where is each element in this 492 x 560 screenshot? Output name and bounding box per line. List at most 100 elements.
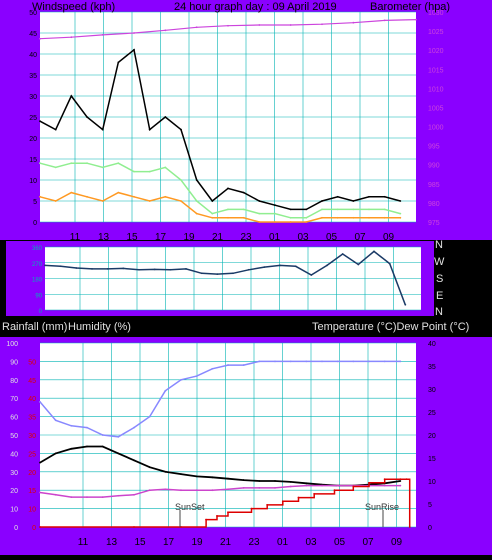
humidity-tick-label: 20 [10, 488, 18, 495]
wind-point-avg [211, 212, 214, 215]
direction-y-tick-label: 180 [32, 278, 43, 284]
temp-point-humidity [148, 415, 151, 418]
wind-point-avg [399, 212, 402, 215]
temperature-tick-label: 5 [428, 502, 432, 509]
temp-point-temperature [39, 461, 41, 464]
direction-point [357, 263, 360, 266]
direction-point [153, 268, 156, 271]
wind-series-avg [39, 162, 401, 219]
rain-tick-label: 40 [28, 396, 36, 403]
temp-point-dewpoint [211, 489, 214, 492]
wind-series-gust [39, 48, 401, 211]
temp-point-humidity [164, 389, 167, 392]
wind-point-gust [383, 195, 386, 198]
wind-y-tick-label: 40 [29, 52, 37, 59]
temp-point-humidity [258, 360, 261, 363]
wind-x-tick-label: 19 [183, 232, 195, 243]
wind-point-gust [86, 116, 88, 118]
temp-point-humidity [54, 419, 57, 422]
wind-point-avg [54, 166, 57, 169]
wind-point-low [274, 221, 276, 223]
humidity-tick-label: 80 [10, 378, 18, 385]
wind-point-avg [274, 212, 276, 215]
direction-series [44, 250, 407, 306]
temp-point-rain [39, 526, 41, 528]
wind-point-avg [258, 212, 261, 215]
wind-x-tick-label: 17 [155, 232, 167, 243]
temp-point-dewpoint [180, 489, 182, 492]
wind-point-gust [258, 200, 261, 202]
wind-point-low [352, 216, 355, 219]
wind-point-gust [39, 120, 41, 123]
rain-tick-label: 0 [32, 525, 36, 532]
temp-x-tick-label: 13 [106, 537, 118, 548]
temp-x-tick-label: 11 [78, 537, 89, 548]
temp-point-rain [133, 526, 135, 528]
temp-point-rain [368, 481, 370, 484]
wind-point-low [70, 191, 73, 194]
rain-tick-label: 20 [28, 470, 36, 477]
wind-point-gust [274, 204, 276, 207]
temp-x-tick-label: 07 [362, 537, 374, 548]
wind-point-avg [321, 208, 323, 211]
sunrise-label: SunRise [365, 502, 399, 512]
wind-point-pressure [352, 21, 355, 24]
temp-x-tick-label: 21 [220, 537, 232, 548]
wind-point-gust [211, 200, 214, 202]
wind-point-avg [117, 162, 120, 165]
temp-point-temperature [211, 476, 214, 479]
wind-point-low [117, 191, 120, 194]
temp-point-temperature [258, 480, 261, 482]
direction-point [91, 267, 93, 270]
wind-point-gust [352, 200, 355, 202]
wind-point-avg [133, 170, 135, 173]
wind-point-avg [101, 166, 104, 169]
wind-point-gust [289, 208, 292, 211]
direction-point [138, 268, 140, 271]
temp-point-humidity [242, 364, 245, 366]
wind-point-pressure [321, 23, 323, 26]
humidity-axis-label: Humidity (%) [68, 321, 131, 333]
wind-point-avg [86, 162, 88, 165]
wind-point-gust [368, 195, 370, 198]
barometer-tick-label: 1015 [428, 67, 444, 74]
temp-x-tick-label: 19 [191, 537, 203, 548]
temp-point-rain [405, 478, 408, 481]
rain-tick-label: 25 [28, 451, 36, 458]
barometer-tick-label: 980 [428, 201, 440, 208]
barometer-tick-label: 1005 [428, 105, 444, 112]
barometer-tick-label: 975 [428, 220, 440, 227]
temp-point-rain [205, 518, 207, 521]
temp-series-rain [40, 478, 411, 528]
temp-point-temperature [54, 452, 57, 455]
wind-point-avg [368, 208, 370, 211]
wind-point-gust [117, 61, 120, 64]
wind-x-tick-label: 15 [126, 232, 138, 243]
wind-y-tick-label: 45 [29, 31, 37, 38]
temp-point-humidity [133, 426, 135, 429]
wind-point-low [164, 195, 167, 198]
temp-point-temperature [195, 475, 198, 478]
temp-point-dewpoint [274, 487, 276, 489]
temp-point-rain [297, 496, 300, 499]
temp-point-rain [383, 478, 386, 481]
direction-y-tick-label: 270 [32, 262, 43, 268]
barometer-tick-label: 1030 [428, 10, 444, 17]
temp-point-humidity [399, 360, 402, 363]
temperature-tick-label: 30 [428, 387, 436, 394]
wind-point-low [321, 216, 323, 219]
temp-x-tick-label: 15 [134, 537, 146, 548]
temp-point-dewpoint [321, 484, 323, 487]
dir-label-w: W [434, 256, 445, 268]
rain-tick-label: 50 [28, 359, 36, 366]
wind-point-avg [164, 166, 167, 169]
barometer-tick-label: 995 [428, 144, 440, 151]
rain-tick-label: 45 [28, 378, 36, 385]
wind-point-avg [242, 208, 245, 211]
temp-point-humidity [321, 360, 323, 363]
wind-x-tick-label: 07 [354, 232, 366, 243]
temp-point-rain [180, 526, 182, 528]
wind-point-pressure [133, 32, 135, 34]
wind-point-pressure [227, 24, 229, 27]
barometer-tick-label: 1010 [428, 86, 444, 93]
